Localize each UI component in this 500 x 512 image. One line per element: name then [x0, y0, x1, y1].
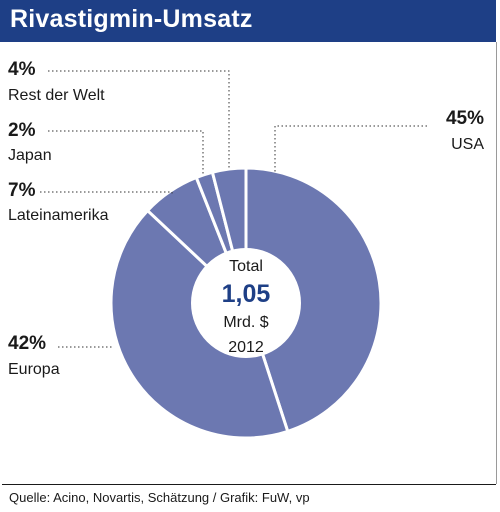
pct-label-europa: 42%	[8, 333, 46, 354]
center-total-label: Total	[229, 258, 263, 275]
slice-usa	[244, 166, 383, 433]
title-bar: Rivastigmin-Umsatz	[0, 0, 496, 42]
name-label-japan: Japan	[8, 147, 52, 164]
chart-title: Rivastigmin-Umsatz	[10, 5, 253, 33]
leader-rest-der-welt	[48, 70, 230, 169]
center-year: 2012	[228, 339, 264, 356]
pct-label-lateinamerika: 7%	[8, 180, 36, 201]
leader-lateinamerika	[40, 191, 173, 195]
pct-label-usa: 45%	[446, 108, 484, 129]
name-label-usa: USA	[451, 136, 484, 153]
pct-label-rest-der-welt: 4%	[8, 59, 36, 80]
name-label-rest-der-welt: Rest der Welt	[8, 87, 105, 104]
pct-label-japan: 2%	[8, 120, 36, 141]
center-total-value: 1,05	[222, 280, 271, 308]
donut-hole	[191, 248, 301, 358]
center-unit: Mrd. $	[223, 314, 268, 331]
source-note: Quelle: Acino, Novartis, Schätzung / Gra…	[9, 490, 310, 505]
name-label-europa: Europa	[8, 361, 60, 378]
leader-usa	[274, 125, 427, 172]
source-divider	[2, 484, 496, 485]
leader-japan	[48, 130, 204, 174]
name-label-lateinamerika: Lateinamerika	[8, 207, 109, 224]
frame-rule	[496, 42, 497, 484]
donut-chart: Total 1,05 Mrd. $ 2012 4% Rest der Welt …	[8, 59, 484, 440]
